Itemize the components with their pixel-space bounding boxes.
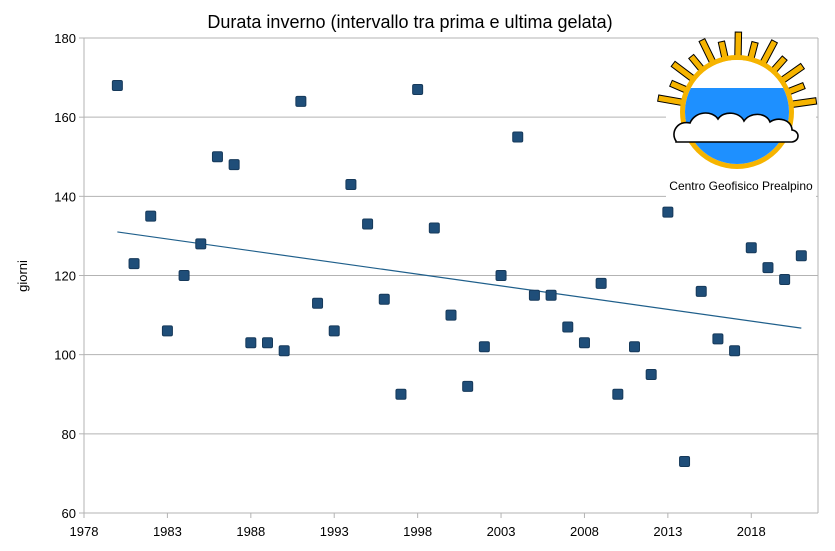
y-tick-labels: 60 80 100 120 140 160 180 [54,31,76,521]
data-point [562,321,574,333]
data-point [145,210,157,222]
logo-text: Centro Geofisico Prealpino [669,179,813,193]
data-point [495,270,507,281]
x-tick-label: 1988 [236,524,265,539]
data-point [111,80,123,91]
y-tick-label: 120 [54,269,76,284]
y-tick-label: 60 [62,506,76,521]
data-point [729,345,741,357]
y-tick-label: 80 [62,427,76,442]
data-point [428,222,440,234]
data-point [695,285,707,297]
data-point [295,95,307,107]
grid-lines [84,37,818,514]
x-tick-labels: 1978 1983 1988 1993 1998 2003 2008 2013 2018 [70,524,766,539]
chart-title: Durata inverno (intervallo tra prima e u… [207,12,612,32]
y-tick-label: 160 [54,110,76,125]
x-tick-label: 1998 [403,524,432,539]
data-point [445,309,457,321]
data-point [262,337,273,349]
y-tick-label: 180 [54,31,76,46]
data-point [211,151,223,163]
data-point [462,380,474,392]
data-point [161,325,173,337]
logo: Centro Geofisico Prealpino [657,31,818,200]
data-point [595,277,607,289]
axes [79,37,819,518]
data-point [528,289,540,301]
data-point [278,345,290,357]
data-point [178,270,190,281]
x-tick-label: 1993 [320,524,349,539]
data-point [629,341,640,353]
data-point [745,242,757,254]
data-point [679,456,691,468]
y-tick-label: 100 [54,348,76,363]
data-point [128,258,140,270]
trendline [117,231,802,329]
x-tick-label: 2003 [487,524,516,539]
data-point [712,333,724,345]
data-points [111,80,807,468]
sun-ray [734,31,743,58]
data-point [362,218,374,230]
y-tick-label: 140 [54,189,76,204]
data-point [245,337,257,349]
data-point [228,159,240,171]
data-point [612,388,624,400]
data-point [545,289,557,301]
data-point [345,178,357,190]
data-point [378,293,390,305]
data-point [645,368,657,380]
data-point [795,250,807,262]
data-point [662,206,674,218]
data-point [779,273,791,285]
x-tick-label: 2013 [653,524,682,539]
data-point [578,337,590,349]
data-point [195,238,207,250]
data-point [412,83,424,95]
data-point [512,131,524,143]
x-tick-label: 1983 [153,524,182,539]
data-point [478,341,490,353]
x-tick-label: 2018 [737,524,766,539]
data-point [395,388,407,400]
y-axis-label: giorni [15,260,30,292]
x-tick-label: 1978 [70,524,99,539]
x-tick-label: 2008 [570,524,599,539]
data-point [328,325,340,337]
cloud-icon [673,112,799,143]
trendline-line [117,231,802,329]
data-point [312,297,324,309]
data-point [762,262,774,274]
